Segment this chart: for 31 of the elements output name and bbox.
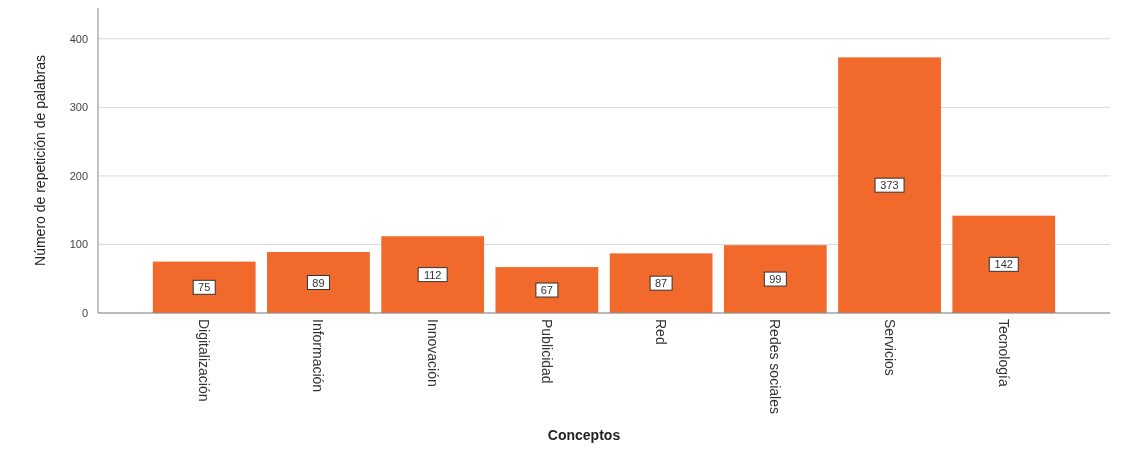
data-label: 89: [312, 276, 325, 289]
y-tick-label: 0: [81, 307, 88, 319]
x-tick-label: Servicios: [881, 319, 898, 376]
y-axis-title: Número de repetición de palabras: [32, 55, 48, 266]
x-tick-label: Tecnología: [995, 319, 1012, 387]
bar: [838, 57, 941, 313]
x-tick-label: Redes sociales: [767, 319, 784, 414]
data-label: 373: [880, 179, 899, 192]
y-tick-label: 400: [69, 32, 88, 45]
x-tick-label: Red: [653, 319, 670, 345]
data-label: 142: [994, 258, 1013, 271]
bar: [609, 253, 713, 313]
bar: [381, 236, 485, 313]
bar: [152, 261, 256, 313]
data-label: 75: [198, 281, 211, 294]
x-tick-label: Innovación: [424, 319, 441, 387]
y-tick-label: 100: [69, 238, 88, 251]
x-tick-label: Información: [310, 319, 327, 393]
x-tick-label: Publicidad: [538, 319, 555, 384]
y-tick-label: 300: [69, 101, 88, 114]
bar: [723, 245, 827, 313]
y-tick-label: 200: [69, 169, 88, 182]
x-tick-label: Digitalización: [196, 319, 213, 402]
data-label: 67: [540, 284, 554, 297]
x-axis-title: Conceptos: [547, 427, 621, 443]
data-label: 99: [769, 273, 782, 286]
bar: [495, 267, 599, 313]
data-label: 87: [654, 277, 668, 290]
bar: [267, 252, 370, 313]
bar: [952, 215, 1056, 313]
data-label: 112: [423, 268, 442, 281]
